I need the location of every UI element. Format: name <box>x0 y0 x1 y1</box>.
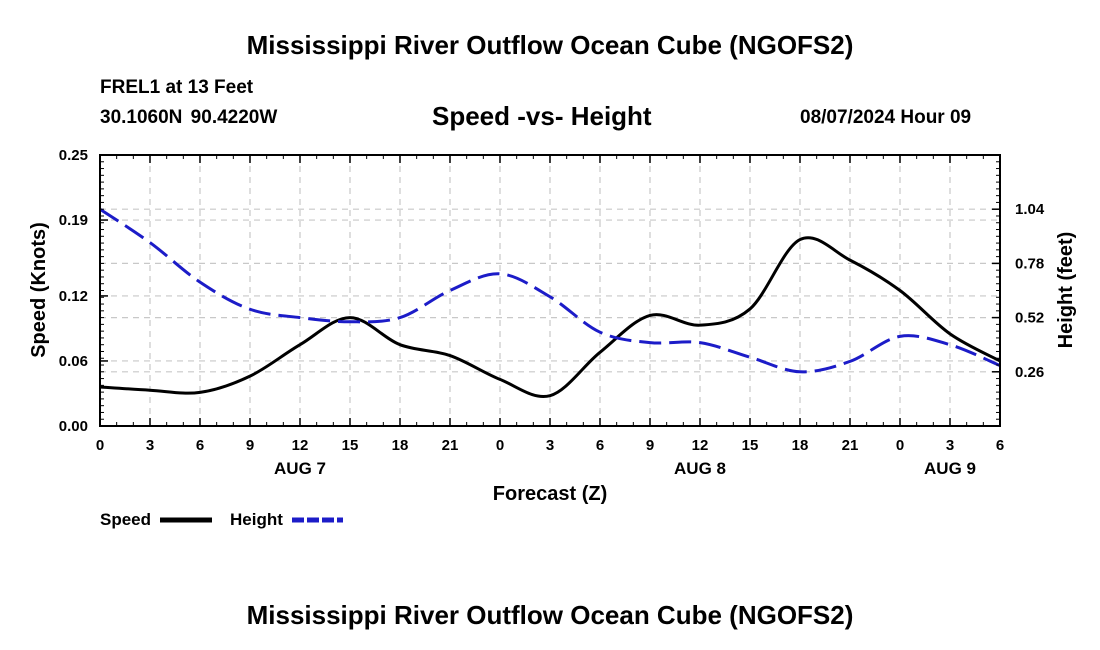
date-label: AUG 9 <box>924 459 976 478</box>
x-tick-label: 21 <box>842 437 859 454</box>
x-tick-label: 0 <box>496 437 504 454</box>
x-tick-label: 6 <box>196 437 204 454</box>
y-tick-label-left: 0.25 <box>59 147 88 164</box>
y-tick-label-right: 0.78 <box>1015 255 1044 272</box>
station-label: FREL1 at 13 Feet <box>100 77 254 98</box>
x-tick-label: 6 <box>996 437 1004 454</box>
x-tick-label: 3 <box>146 437 154 454</box>
x-tick-label: 9 <box>246 437 254 454</box>
y-tick-label-left: 0.06 <box>59 353 88 370</box>
grid-lines <box>100 155 1000 426</box>
x-tick-label: 3 <box>946 437 954 454</box>
x-tick-label: 12 <box>292 437 309 454</box>
legend-speed-label: Speed <box>100 510 151 529</box>
date-label: AUG 7 <box>274 459 326 478</box>
y-tick-label-left: 0.19 <box>59 212 88 229</box>
legend-height-label: Height <box>230 510 283 529</box>
y-tick-label-right: 0.52 <box>1015 310 1044 327</box>
x-tick-label: 0 <box>96 437 104 454</box>
footer-title: Mississippi River Outflow Ocean Cube (NG… <box>246 600 854 630</box>
y-tick-label-right: 0.26 <box>1015 364 1044 381</box>
y-tick-label-left: 0.12 <box>59 288 88 305</box>
x-tick-label: 15 <box>742 437 759 454</box>
x-tick-label: 21 <box>442 437 459 454</box>
x-tick-label: 6 <box>596 437 604 454</box>
x-tick-label: 12 <box>692 437 709 454</box>
x-axis-label: Forecast (Z) <box>493 483 607 505</box>
date-label: AUG 8 <box>674 459 726 478</box>
y-tick-label-left: 0.00 <box>59 418 88 435</box>
chart-subtitle: Speed -vs- Height <box>432 101 652 131</box>
x-tick-label: 0 <box>896 437 904 454</box>
x-tick-label: 3 <box>546 437 554 454</box>
station-coords: 30.1060N 90.4220W <box>100 107 278 128</box>
chart-title: Mississippi River Outflow Ocean Cube (NG… <box>246 30 854 60</box>
x-tick-label: 15 <box>342 437 359 454</box>
forecast-datetime: 08/07/2024 Hour 09 <box>800 107 972 128</box>
x-tick-label: 18 <box>792 437 809 454</box>
x-tick-label: 9 <box>646 437 654 454</box>
x-tick-label: 18 <box>392 437 409 454</box>
y-tick-label-right: 1.04 <box>1015 201 1045 218</box>
y-axis-label-left: Speed (Knots) <box>28 222 50 358</box>
y-axis-label-right: Height (feet) <box>1055 232 1077 349</box>
axes: 0 3 6 9 12 15 18 21 0 3 6 9 12 15 18 21 0 3 6 AUG 7 AUG 8 AUG… <box>59 147 1045 478</box>
series-layer <box>99 207 1001 399</box>
series-line-speed <box>99 236 1001 399</box>
